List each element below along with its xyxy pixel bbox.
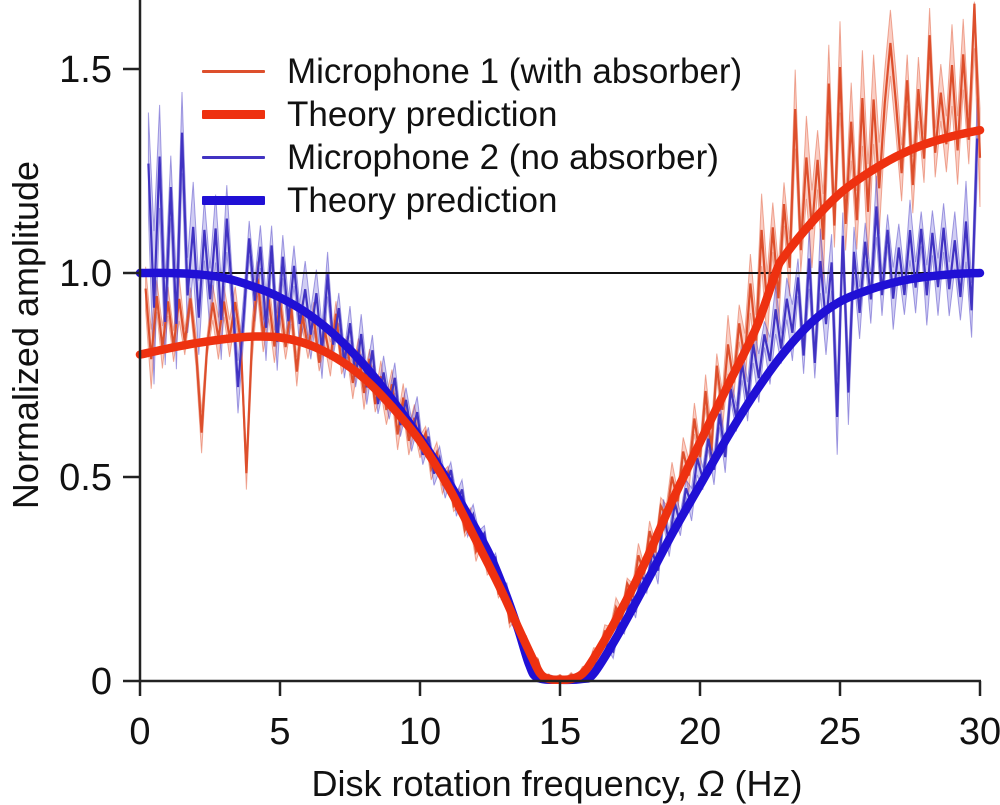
legend-item-theory2: Theory prediction	[202, 179, 742, 222]
x-tick-label: 10	[399, 711, 441, 753]
x-axis-label-suffix: (Hz)	[724, 763, 802, 804]
legend-item-mic1: Microphone 1 (with absorber)	[202, 50, 742, 93]
mic1-error-band	[145, 1, 981, 681]
legend-item-theory1: Theory prediction	[202, 93, 742, 136]
legend-swatch-theory2	[202, 196, 265, 205]
legend-label-mic1: Microphone 1 (with absorber)	[287, 51, 743, 91]
legend-swatch-mic2	[202, 156, 265, 159]
x-tick-label: 5	[269, 711, 290, 753]
x-tick-label: 0	[129, 711, 150, 753]
legend-swatch-mic1	[202, 70, 265, 73]
legend-label-mic2: Microphone 2 (no absorber)	[287, 137, 719, 177]
x-tick-label: 25	[819, 711, 861, 753]
y-tick-label: 0	[91, 661, 112, 703]
legend-label-theory1: Theory prediction	[287, 94, 558, 134]
legend: Microphone 1 (with absorber) Theory pred…	[202, 50, 742, 222]
x-axis-label: Disk rotation frequency, Ω (Hz)	[312, 763, 803, 804]
y-tick-label: 1.0	[59, 253, 112, 295]
x-axis-label-prefix: Disk rotation frequency,	[312, 763, 698, 804]
omega-symbol: Ω	[697, 763, 724, 804]
legend-item-mic2: Microphone 2 (no absorber)	[202, 136, 742, 179]
x-tick-label: 15	[539, 711, 581, 753]
theory2-curve	[135, 268, 985, 685]
legend-label-theory2: Theory prediction	[287, 180, 558, 220]
y-tick-label: 1.5	[59, 49, 112, 91]
y-tick-label: 0.5	[59, 457, 112, 499]
y-axis-label: Normalized amplitude	[5, 161, 46, 509]
x-tick-label: 20	[679, 711, 721, 753]
legend-swatch-theory1	[202, 110, 265, 119]
x-tick-label: 30	[959, 711, 1000, 753]
